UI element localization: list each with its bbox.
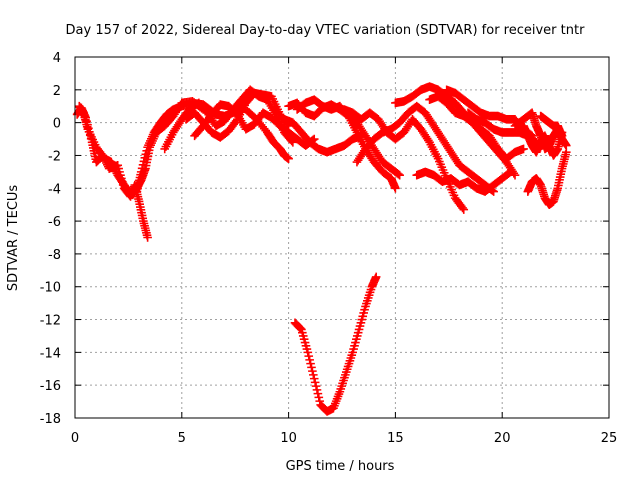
- plot-frame: [74, 56, 610, 419]
- data-point: [353, 328, 363, 337]
- data-point: [359, 308, 368, 318]
- series-arc8: [280, 115, 366, 157]
- data-point: [395, 170, 404, 180]
- data-point: [506, 167, 516, 177]
- data-point: [510, 170, 520, 180]
- data-point: [349, 344, 358, 354]
- series-arc7: [241, 105, 293, 164]
- data-point: [304, 351, 314, 361]
- data-point: [297, 325, 306, 334]
- data-point: [355, 321, 365, 331]
- y-tick-label: -8: [48, 248, 61, 263]
- data-point: [391, 183, 400, 193]
- data-point: [309, 374, 319, 383]
- data-point: [352, 331, 362, 341]
- data-series: [72, 82, 571, 416]
- x-tick-label: 0: [71, 431, 79, 446]
- data-point: [306, 359, 315, 368]
- x-tick-label: 5: [178, 431, 186, 446]
- series-arc11: [339, 105, 469, 214]
- series-arc20: [523, 147, 571, 209]
- y-tick-label: 4: [53, 51, 61, 66]
- data-point: [307, 363, 316, 372]
- y-tick-label: -2: [48, 149, 61, 164]
- y-tick-label: -10: [40, 281, 61, 296]
- data-point: [313, 389, 323, 398]
- data-point: [303, 348, 313, 357]
- data-point: [352, 334, 361, 344]
- data-point: [312, 385, 322, 395]
- y-tick-label: 2: [53, 84, 61, 99]
- data-point: [314, 393, 324, 402]
- y-axis-label: SDTVAR / TECUs: [6, 185, 21, 292]
- data-point: [284, 154, 293, 164]
- data-point: [351, 338, 360, 347]
- y-tick-label: -18: [40, 412, 61, 427]
- data-point: [311, 381, 321, 391]
- data-point: [298, 328, 307, 337]
- data-point: [394, 169, 403, 179]
- chart-title: Day 157 of 2022, Sidereal Day-to-day VTE…: [66, 23, 586, 38]
- series-arc14: [412, 167, 516, 196]
- data-point: [557, 131, 567, 141]
- y-tick-label: -4: [48, 182, 61, 197]
- data-point: [315, 396, 325, 406]
- data-point: [140, 153, 150, 163]
- data-point: [360, 305, 369, 314]
- y-tick-label: 0: [53, 117, 61, 132]
- data-point: [357, 315, 367, 324]
- data-point: [519, 144, 528, 154]
- data-point: [143, 233, 152, 242]
- data-point: [142, 146, 152, 156]
- series-arc21: [536, 111, 567, 141]
- data-point: [302, 344, 312, 354]
- data-point: [136, 167, 146, 177]
- y-tick-label: -12: [40, 314, 61, 329]
- data-point: [305, 355, 314, 365]
- x-tick-label: 10: [280, 431, 297, 446]
- data-point: [459, 205, 469, 214]
- x-tick-label: 15: [387, 431, 404, 446]
- data-point: [354, 325, 364, 334]
- data-point: [298, 331, 308, 341]
- data-point: [308, 366, 317, 376]
- data-point: [299, 334, 309, 344]
- data-point: [139, 157, 149, 166]
- y-tick-label: -14: [40, 346, 61, 361]
- data-point: [505, 168, 514, 178]
- data-point: [310, 378, 320, 387]
- data-point: [137, 164, 147, 173]
- data-point: [358, 311, 368, 321]
- data-point: [350, 341, 359, 351]
- data-point: [348, 348, 357, 357]
- x-tick-label: 25: [601, 431, 618, 446]
- data-point: [138, 160, 148, 170]
- data-point: [356, 318, 366, 328]
- tick-labels: 0 5 10 15 20 25 -18 -16 -14 -12 -10 -8 -6 -4 -2 0 2 4: [40, 51, 618, 446]
- x-tick-label: 20: [494, 431, 511, 446]
- data-point: [300, 338, 310, 347]
- data-point: [561, 147, 571, 157]
- series-arc15: [425, 92, 528, 164]
- data-point: [371, 272, 381, 282]
- series-arc12: [352, 101, 498, 196]
- data-point: [301, 341, 311, 351]
- series-arc22: [290, 272, 381, 416]
- y-tick-label: -6: [48, 215, 61, 230]
- data-point: [141, 149, 151, 159]
- y-tick-label: -16: [40, 379, 61, 394]
- data-point: [309, 370, 318, 380]
- x-axis-label: GPS time / hours: [286, 459, 395, 474]
